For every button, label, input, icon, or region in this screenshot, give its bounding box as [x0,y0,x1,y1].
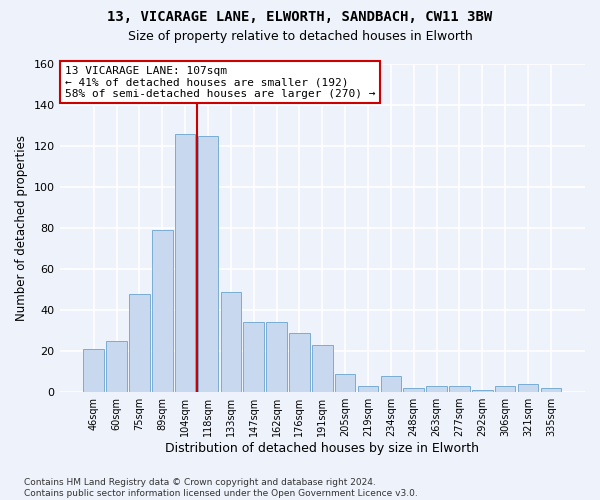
Bar [380,376,401,392]
Bar [495,386,515,392]
Bar [541,388,561,392]
Bar [358,386,378,392]
Bar [152,230,173,392]
Bar [175,134,196,392]
Text: Contains HM Land Registry data © Crown copyright and database right 2024.
Contai: Contains HM Land Registry data © Crown c… [24,478,418,498]
Bar [129,294,150,392]
Bar [518,384,538,392]
Bar [403,388,424,392]
Text: Size of property relative to detached houses in Elworth: Size of property relative to detached ho… [128,30,472,43]
Bar [198,136,218,392]
Bar [266,322,287,392]
Y-axis label: Number of detached properties: Number of detached properties [15,135,28,321]
Text: 13 VICARAGE LANE: 107sqm
← 41% of detached houses are smaller (192)
58% of semi-: 13 VICARAGE LANE: 107sqm ← 41% of detach… [65,66,375,99]
Bar [221,292,241,392]
Bar [289,332,310,392]
Bar [449,386,470,392]
Bar [244,322,264,392]
Bar [472,390,493,392]
Bar [106,341,127,392]
Bar [426,386,447,392]
Bar [83,349,104,392]
Bar [335,374,355,392]
Bar [312,345,332,392]
Text: 13, VICARAGE LANE, ELWORTH, SANDBACH, CW11 3BW: 13, VICARAGE LANE, ELWORTH, SANDBACH, CW… [107,10,493,24]
X-axis label: Distribution of detached houses by size in Elworth: Distribution of detached houses by size … [165,442,479,455]
